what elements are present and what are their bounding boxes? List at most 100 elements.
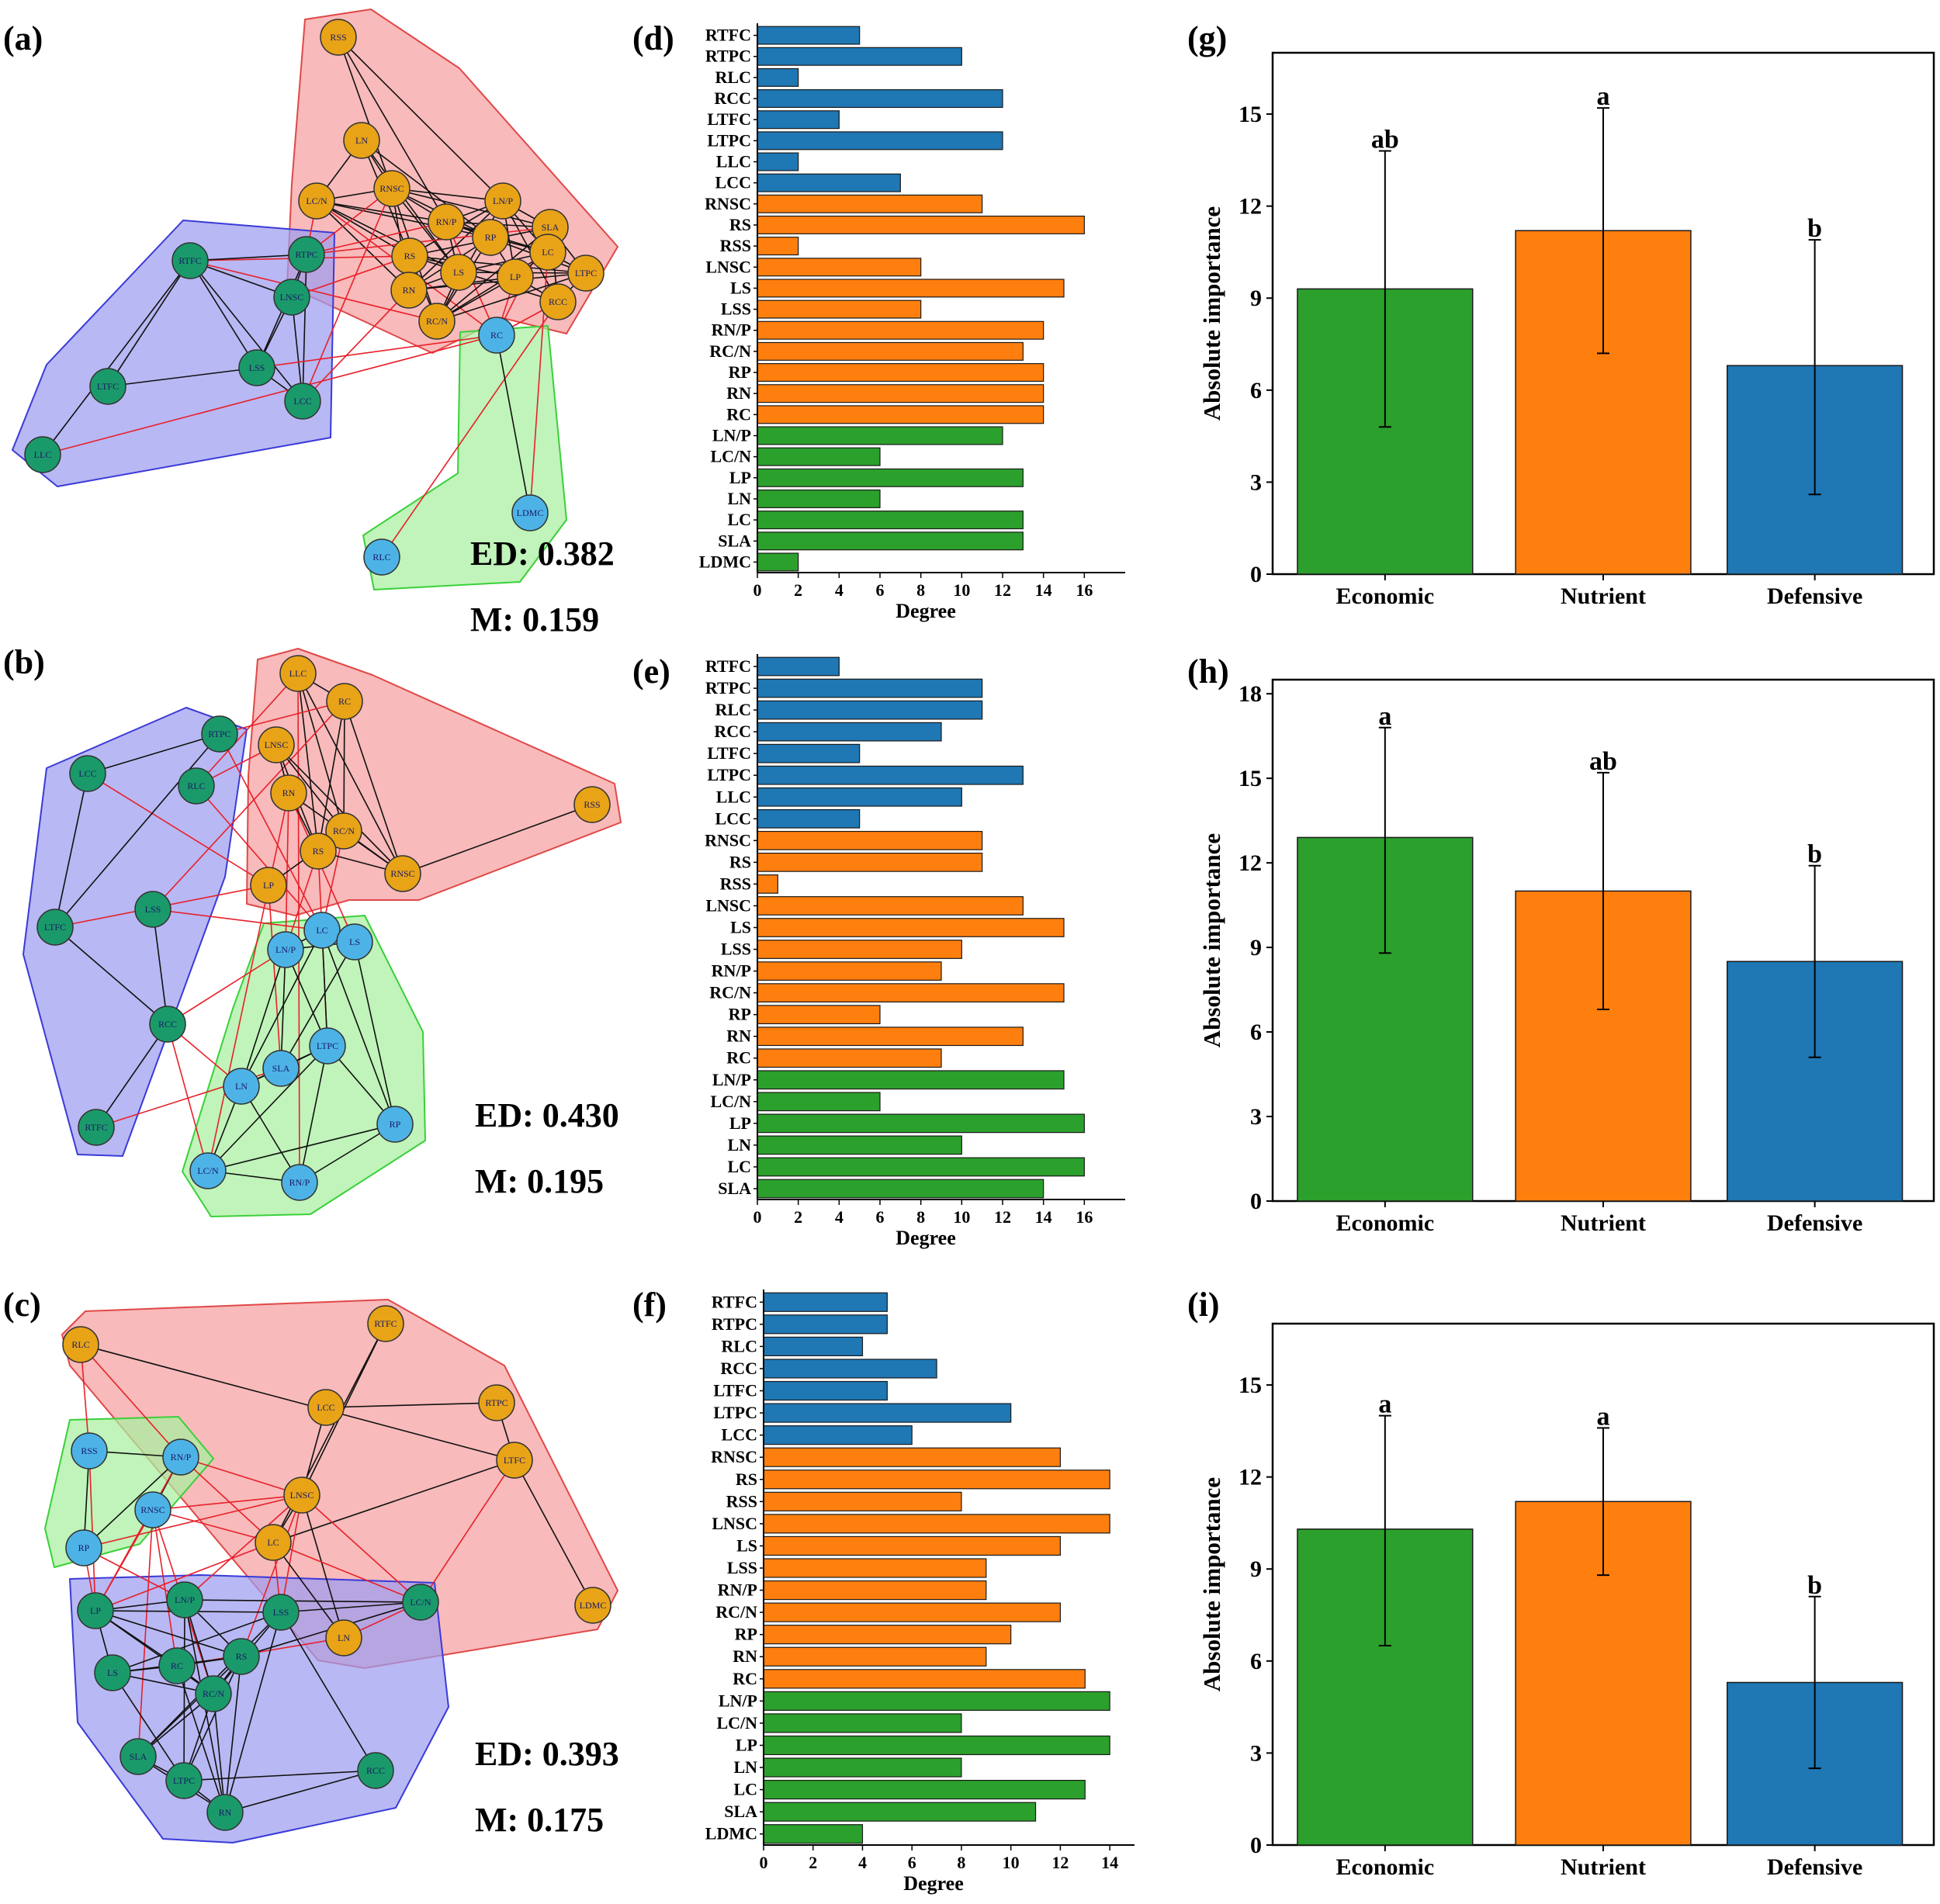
category-label-rnsc: RNSC: [711, 1447, 757, 1466]
x-tick-label: 10: [953, 1207, 970, 1227]
network-edge: [184, 1599, 421, 1603]
y-tick-label: 6: [1250, 1649, 1262, 1674]
network-edge: [241, 949, 286, 1087]
node-circle: [384, 855, 421, 892]
network-edge: [338, 36, 504, 202]
node-label: LP: [263, 880, 274, 891]
node-label: LP: [510, 272, 521, 282]
network-edge: [196, 785, 323, 931]
node-lnsc: LNSC: [273, 279, 310, 316]
node-circle: [258, 726, 295, 763]
node-label: LN/P: [175, 1594, 195, 1605]
node-label: RP: [485, 232, 497, 243]
node-rc-n: RC/N: [325, 812, 362, 850]
node-rcc: RCC: [539, 283, 577, 320]
node-circle: [373, 170, 411, 207]
network-a-ed: ED: 0.382: [470, 535, 615, 573]
node-circle: [300, 833, 337, 870]
node-lss: LSS: [134, 891, 171, 928]
panel-label-a: (a): [3, 19, 43, 57]
node-label: RC: [171, 1660, 183, 1671]
node-label: LTPC: [173, 1775, 195, 1786]
category-label-ls: LS: [730, 918, 751, 937]
node-lcc: LCC: [284, 383, 321, 420]
network-edge: [514, 1459, 594, 1606]
node-circle: [325, 812, 362, 850]
category-label-rnsc: RNSC: [705, 830, 751, 850]
network-edge: [189, 260, 303, 402]
node-label: RN: [282, 788, 296, 798]
node-rs: RS: [391, 237, 428, 275]
node-label: LS: [453, 267, 464, 278]
node-circle: [270, 774, 307, 812]
network-edge: [180, 1456, 303, 1496]
node-label: RSS: [584, 799, 600, 810]
node-rss: RSS: [573, 786, 611, 823]
node-circle: [309, 1027, 346, 1065]
degree-bar-ltpc: [757, 131, 1003, 151]
node-circle: [298, 182, 335, 220]
network-edge: [80, 1344, 182, 1458]
network-edge: [219, 733, 323, 931]
node-circle: [189, 1152, 227, 1189]
node-label: LS: [349, 936, 360, 947]
node-lss: LSS: [238, 349, 275, 386]
category-label-rn: RN: [726, 383, 751, 403]
category-label-lp: LP: [729, 468, 751, 487]
degree-bar-sla: [757, 531, 1024, 551]
network-edge: [343, 701, 345, 832]
category-label-defensive: Defensive: [1767, 1854, 1862, 1880]
node-rnsc: RNSC: [373, 170, 411, 207]
x-axis-title: Degree: [896, 1227, 955, 1249]
y-tick-label: 9: [1250, 286, 1262, 311]
category-label-rcc: RCC: [714, 88, 751, 108]
x-tick-label: 8: [957, 1853, 965, 1872]
degree-bar-lc: [757, 511, 1024, 530]
degree-bar-sla: [757, 1179, 1044, 1199]
node-circle: [238, 349, 275, 386]
node-label: RLC: [187, 781, 205, 791]
category-label-rc-n: RC/N: [709, 983, 751, 1002]
node-rs: RS: [300, 833, 337, 870]
importance-chart-h: a Economic ab Nutrient b Defensive 0 3 6 9 12 15 18 A…: [1198, 678, 1935, 1236]
category-label-ltfc: LTFC: [707, 743, 751, 763]
network-edge: [381, 301, 559, 558]
degree-bar-lc: [757, 1157, 1085, 1177]
degree-bar-ln: [757, 489, 881, 508]
degree-bar-llc: [757, 787, 962, 807]
node-ln: LN: [223, 1068, 260, 1105]
x-axis-title: Degree: [896, 600, 955, 622]
node-label: RCC: [366, 1765, 385, 1776]
node-rc: RC: [478, 317, 515, 354]
network-edge: [241, 929, 323, 1087]
category-label-rlc: RLC: [715, 68, 751, 87]
degree-chart-d: RTFCRTPCRLCRCCLTFCLTPCLLCLCCRNSCRSRSSLNS…: [699, 23, 1125, 622]
degree-bar-lss: [757, 299, 922, 319]
network-edge: [189, 260, 258, 369]
node-circle: [283, 1476, 320, 1514]
significance-letter: a: [1378, 1390, 1391, 1419]
node-circle: [288, 236, 325, 273]
node-ln-p: LN/P: [166, 1581, 203, 1618]
y-tick-label: 15: [1238, 102, 1262, 127]
category-label-lp: LP: [729, 1113, 751, 1133]
node-ltfc: LTFC: [89, 368, 126, 405]
node-circle: [36, 909, 74, 946]
category-label-rc-n: RC/N: [709, 341, 751, 361]
node-circle: [201, 715, 238, 753]
degree-bar-rs: [763, 1470, 1110, 1490]
node-label: LCC: [293, 396, 311, 407]
node-label: LN/P: [275, 944, 296, 955]
network-edge: [256, 334, 497, 369]
network-edge: [420, 1459, 515, 1603]
node-rn-p: RN/P: [281, 1164, 318, 1201]
network-edge: [496, 334, 531, 514]
node-rtpc: RTPC: [288, 236, 325, 273]
network-edge: [408, 272, 587, 291]
significance-letter: ab: [1589, 747, 1617, 776]
node-label: LC/N: [410, 1597, 431, 1608]
x-tick-label: 2: [794, 580, 802, 600]
network-edge: [268, 884, 282, 1069]
category-label-sla: SLA: [724, 1802, 757, 1821]
y-tick-label: 9: [1250, 935, 1262, 961]
